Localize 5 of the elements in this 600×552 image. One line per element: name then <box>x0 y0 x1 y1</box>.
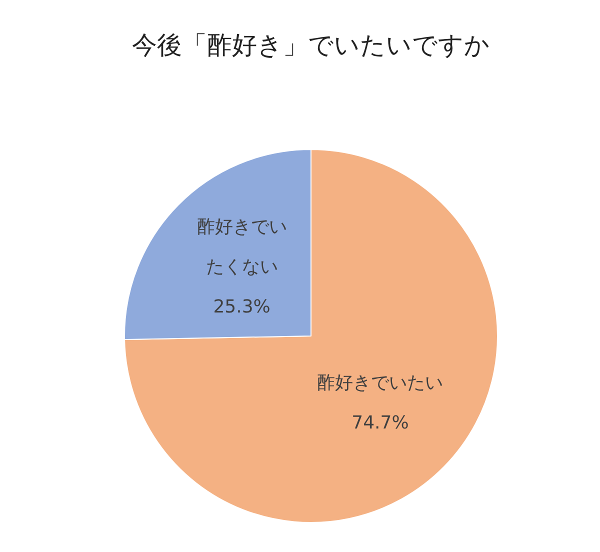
slice-label: 酢好きでいたくない <box>196 216 287 278</box>
data-label: 74.7% <box>352 412 409 434</box>
chart-title: 今後「酢好き」でいたいですか <box>132 30 490 60</box>
data-label: 25.3% <box>213 296 270 318</box>
slice-label: 酢好きでいたい <box>317 372 444 394</box>
